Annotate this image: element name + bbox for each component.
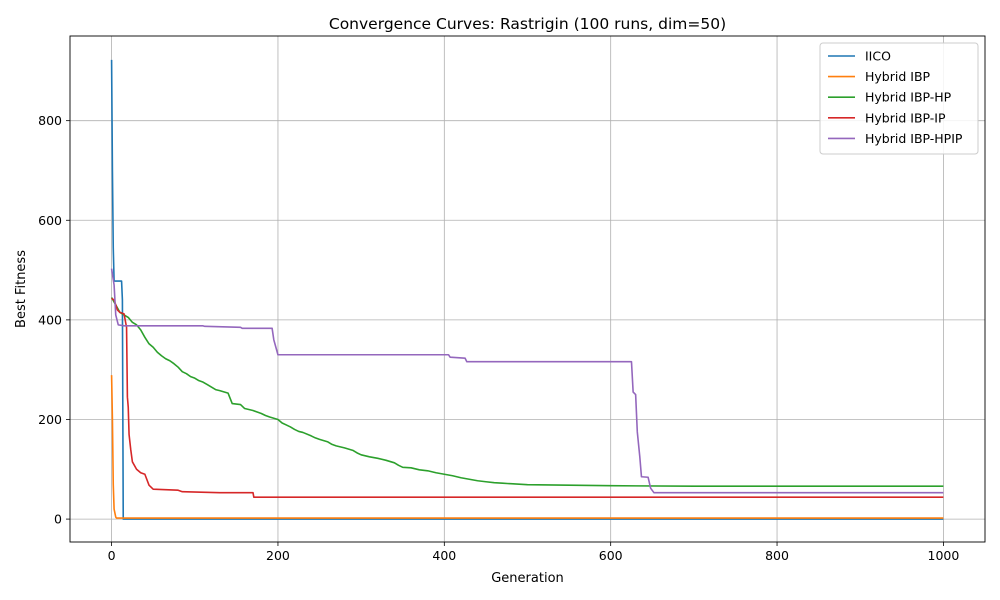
legend-label: Hybrid IBP-HP (865, 90, 952, 105)
x-tick-label: 1000 (928, 548, 960, 563)
series-line-5 (110, 268, 944, 494)
legend-label: Hybrid IBP-HPIP (865, 131, 963, 146)
y-tick-label: 600 (38, 213, 62, 228)
legend: IICO Hybrid IBP Hybrid IBP-HP Hybrid IBP-IP… (819, 42, 979, 155)
x-tick-label: 0 (108, 548, 116, 563)
legend-label: Hybrid IBP-IP (865, 110, 946, 125)
legend-label: Hybrid IBP (865, 69, 931, 84)
series-line-1 (110, 59, 944, 520)
x-tick-label: 600 (599, 548, 623, 563)
tick-layer: 0 200 400 600 800 1000 0 200 400 600 800 (38, 113, 959, 563)
legend-box (819, 42, 979, 155)
x-tick-label: 800 (765, 548, 789, 563)
chart-title: Convergence Curves: Rastrigin (100 runs,… (329, 15, 726, 33)
series-line-2 (110, 375, 944, 519)
x-axis-title: Generation (491, 571, 564, 586)
y-tick-label: 200 (38, 412, 62, 427)
series-line-4 (111, 297, 944, 498)
legend-label: IICO (865, 49, 891, 64)
series-line-3 (110, 297, 944, 488)
x-tick-label: 200 (266, 548, 290, 563)
plot-frame (69, 35, 986, 543)
y-tick-label: 0 (54, 512, 62, 527)
series-layer (110, 59, 944, 520)
y-tick-label: 400 (38, 312, 62, 327)
y-tick-label: 800 (38, 113, 62, 128)
x-tick-label: 400 (432, 548, 456, 563)
y-axis-title: Best Fitness (14, 250, 29, 328)
